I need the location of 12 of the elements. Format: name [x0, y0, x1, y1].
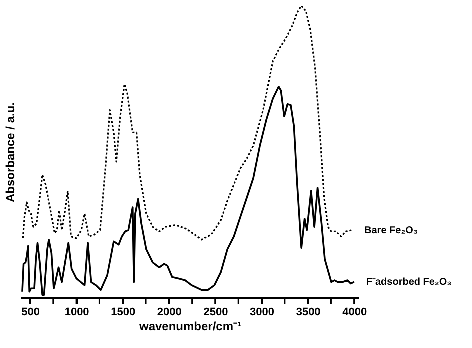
x-tick-label: 1500 — [111, 306, 136, 318]
x-axis-title: wavenumber/cm⁻¹ — [138, 320, 242, 334]
x-tick-label: 1000 — [64, 306, 90, 318]
series-label: F⁻adsorbed Fe₂O₃ — [366, 277, 452, 288]
x-tick-label: 2500 — [204, 306, 228, 318]
x-tick-label: 500 — [22, 306, 40, 318]
x-tick-label: 2000 — [157, 306, 182, 318]
series-label: Bare Fe₂O₃ — [364, 225, 418, 236]
x-tick-label: 3500 — [296, 306, 321, 318]
y-axis-title: Absorbance / a.u. — [4, 102, 18, 203]
x-tick-label: 4000 — [342, 306, 368, 318]
x-tick-label: 3000 — [250, 306, 275, 318]
